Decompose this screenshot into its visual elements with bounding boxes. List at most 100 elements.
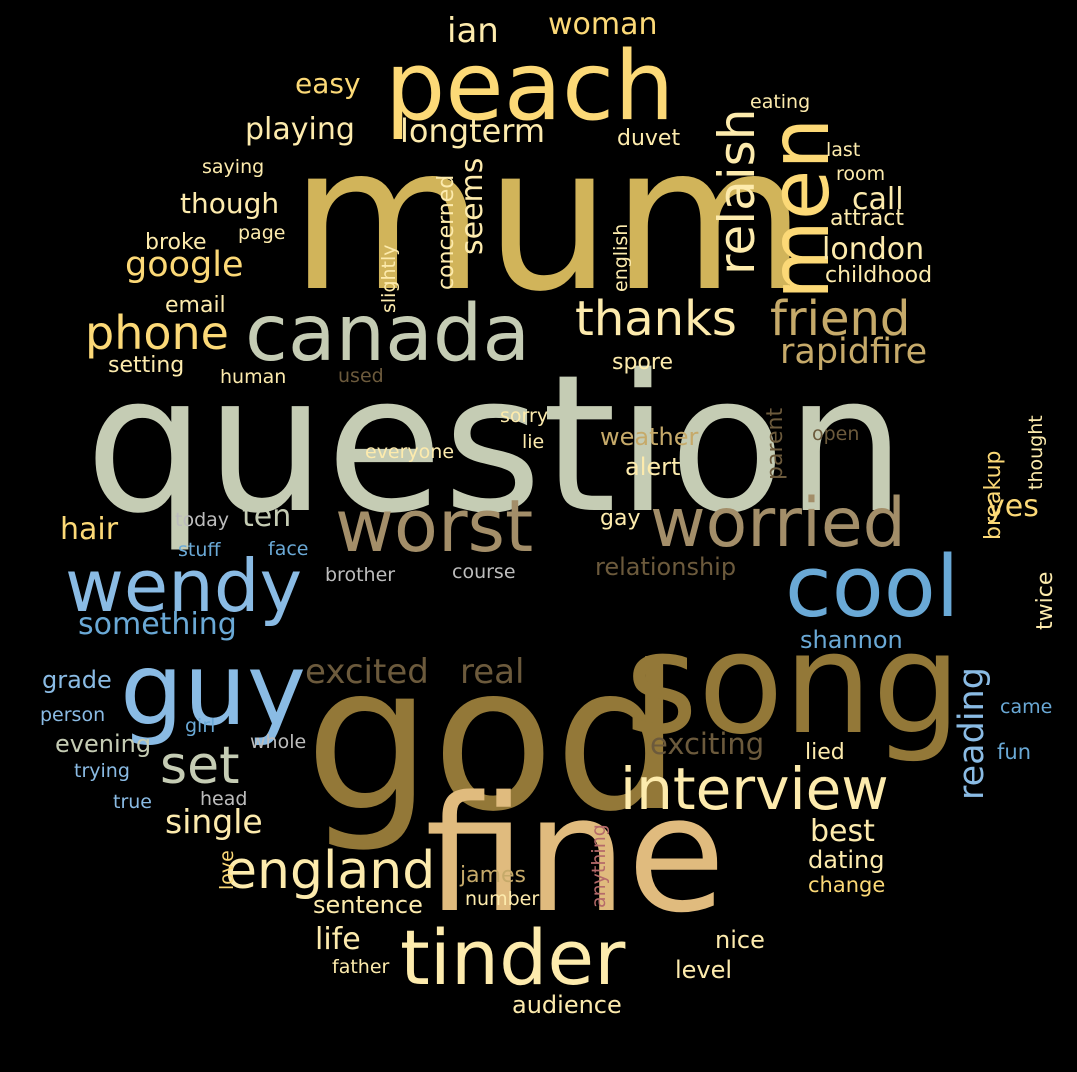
word-real: real [460,652,525,692]
word-hair: hair [60,512,119,547]
word-weather: weather [600,423,699,451]
word-person: person [40,704,106,726]
word-worst: worst [335,484,534,568]
word-english: english [610,223,632,292]
word-grade: grade [42,666,112,694]
word-number: number [465,888,540,910]
word-song: song [625,603,962,766]
word-ten: ten [242,499,292,534]
word-anything: anything [588,824,610,908]
word-open: open [812,423,860,445]
word-longterm: longterm [400,112,546,150]
word-face: face [268,538,309,560]
word-mum: mum [290,103,807,336]
word-room: room [836,163,886,185]
word-peach: peach [385,32,675,142]
word-seems: seems [455,157,490,255]
word-came: came [1000,696,1053,718]
word-worried: worried [650,484,906,563]
word-wendy: wendy [65,544,303,628]
word-set: set [160,736,240,796]
word-setting: setting [108,353,185,378]
word-dating: dating [808,846,885,874]
word-stuff: stuff [178,539,221,561]
word-audience: audience [512,991,622,1019]
word-single: single [165,802,263,841]
word-fine: fine [425,761,726,948]
word-trying: trying [74,760,130,782]
word-friend: friend [770,291,911,347]
word-human: human [220,366,287,388]
word-saying: saying [202,156,265,178]
word-england: england [225,841,436,901]
word-thanks: thanks [575,291,737,347]
word-tinder: tinder [400,913,626,1002]
word-page: page [238,222,286,244]
word-evening: evening [55,730,152,758]
word-lied: lied [805,740,845,765]
word-woman: woman [548,7,658,42]
word-ian: ian [447,11,499,51]
word-girl: girl [185,715,216,737]
word-twice: twice [1033,571,1058,630]
word-email: email [165,293,226,318]
word-god: god [305,623,682,856]
word-yes: yes [987,489,1039,524]
word-whole: whole [250,731,307,753]
word-guy: guy [120,631,307,748]
word-call: call [852,182,904,217]
word-shannon: shannon [800,626,903,654]
word-sorry: sorry [500,405,549,427]
word-life: life [315,922,361,957]
word-something: something [78,607,237,642]
word-best: best [810,814,875,849]
word-phone: phone [85,306,229,360]
word-question: question [85,334,906,555]
word-duvet: duvet [617,126,681,151]
word-used: used [338,365,384,387]
word-head: head [200,788,248,810]
word-alert: alert [625,453,681,481]
word-course: course [452,561,516,583]
word-love: love [216,850,238,890]
word-eating: eating [750,91,811,113]
word-james: james [460,863,527,888]
word-everyone: everyone [365,441,455,463]
word-slightly: slightly [378,244,400,313]
word-gay: gay [600,506,641,531]
word-interview: interview [620,755,889,823]
word-london: london [822,232,925,267]
word-breakup: breakup [981,450,1006,540]
word-level: level [675,956,733,984]
word-father: father [332,956,390,978]
word-concerned: concerned [434,174,459,290]
word-sentence: sentence [313,891,423,919]
word-true: true [113,791,152,813]
word-playing: playing [245,112,355,147]
word-change: change [808,873,886,897]
word-easy: easy [295,67,361,100]
word-excited: excited [305,652,429,692]
word-relaish: relaish [708,108,766,275]
word-parent: parent [763,407,788,480]
word-attract: attract [830,206,904,231]
word-exciting: exciting [650,727,765,761]
word-relationship: relationship [595,553,737,581]
word-lie: lie [522,431,545,453]
word-rapidfire: rapidfire [780,332,928,372]
word-reading: reading [952,667,992,800]
word-childhood: childhood [825,263,933,288]
word-fun: fun [997,740,1032,764]
word-spore: spore [612,350,673,375]
word-last: last [826,139,861,161]
word-brother: brother [325,564,396,586]
word-google: google [125,245,244,285]
word-today: today [175,509,230,531]
word-canada: canada [245,289,531,379]
word-though: though [180,187,280,220]
word-nice: nice [715,926,765,954]
word-cool: cool [785,538,960,637]
word-broke: broke [145,230,207,255]
word-thought: thought [1025,415,1047,490]
